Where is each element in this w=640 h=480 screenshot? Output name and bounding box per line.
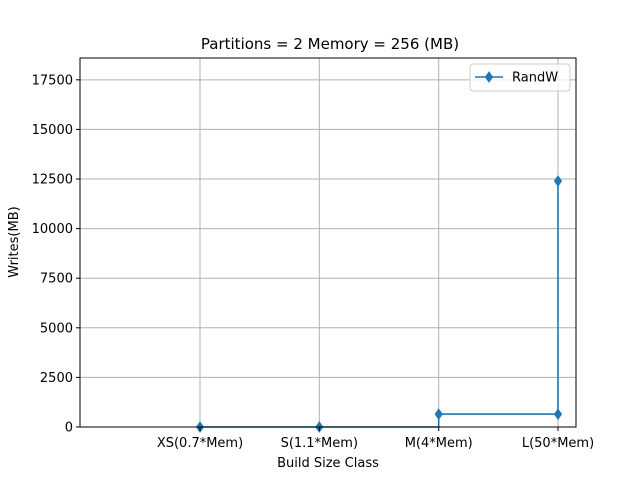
x-tick-label: XS(0.7*Mem)	[157, 436, 243, 451]
x-tick-label: S(1.1*Mem)	[281, 436, 358, 451]
y-tick-label: 10000	[32, 222, 73, 237]
plot-frame	[79, 57, 577, 428]
x-tick-label: L(50*Mem)	[522, 436, 594, 451]
y-tick-label: 15000	[32, 123, 73, 138]
y-tick-label: 7500	[40, 272, 73, 287]
legend-box	[469, 63, 571, 92]
legend: RandW	[469, 63, 571, 92]
y-tick-label: 12500	[32, 173, 73, 188]
legend-label-randw: RandW	[512, 71, 558, 86]
x-tick-label: M(4*Mem)	[405, 436, 473, 451]
chart-title: Partitions = 2 Memory = 256 (MB)	[201, 35, 459, 53]
grid	[80, 58, 576, 428]
y-tick-label: 5000	[40, 321, 73, 336]
axis-ticks: 0 2500 5000 7500 10000 12500 15000 17500 XS(0.7*…	[32, 73, 595, 451]
legend-marker	[484, 71, 494, 83]
y-axis-label: Writes(MB)	[7, 206, 22, 277]
plot-area	[80, 58, 576, 427]
data-point	[553, 408, 563, 420]
y-tick-label: 2500	[40, 371, 73, 386]
data-point	[553, 175, 563, 187]
y-tick-label: 0	[65, 421, 73, 436]
y-tick-label: 17500	[32, 73, 73, 88]
x-axis-label: Build Size Class	[277, 456, 379, 471]
data-point	[434, 408, 443, 420]
